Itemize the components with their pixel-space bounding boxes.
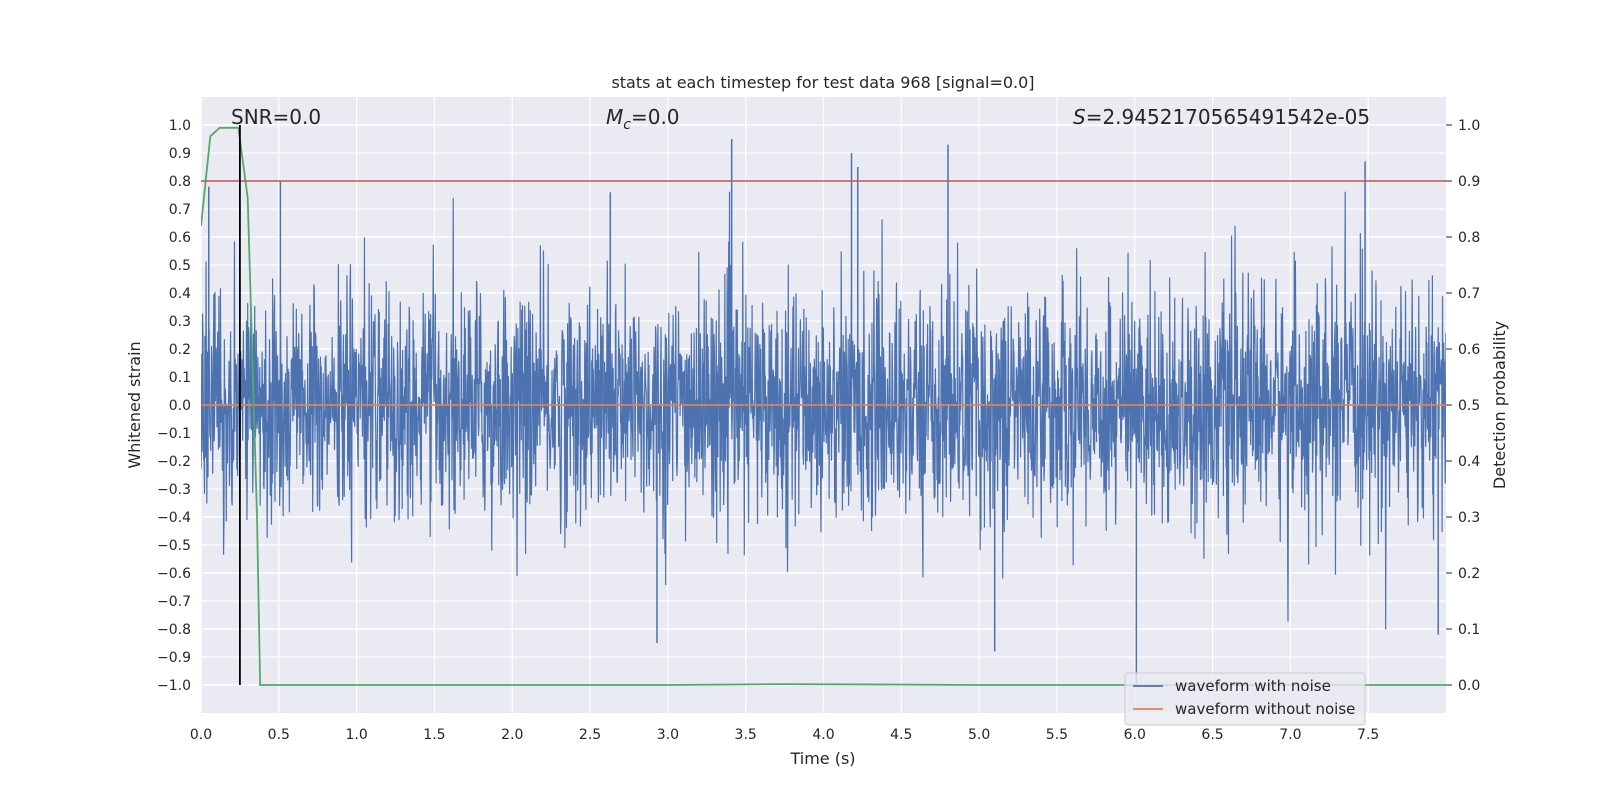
x-tick-label: 1.5: [423, 727, 445, 743]
legend-label-noise: waveform with noise: [1175, 677, 1331, 695]
y-tick-label: −0.6: [157, 566, 191, 582]
y-tick-label: −0.2: [157, 454, 191, 470]
y-tick-label: 0.1: [169, 370, 191, 386]
y-tick-label: −0.5: [157, 538, 191, 554]
x-axis-label: Time (s): [789, 749, 855, 768]
x-tick-labels: 0.0 0.5 1.0 1.5 2.0 2.5 3.0 3.5 4.0 4.5 5.0 5.5 6.0 6…: [190, 727, 1379, 743]
y-tick-label: −1.0: [157, 678, 191, 694]
x-tick-label: 2.5: [579, 727, 601, 743]
y2-tick-label: 0.5: [1458, 398, 1480, 414]
y-tick-label: 0.3: [169, 314, 191, 330]
y2-tick-label: 0.4: [1458, 454, 1480, 470]
chirp-mass-annotation: Mc=0.0: [606, 105, 680, 133]
x-tick-label: 1.0: [345, 727, 367, 743]
y-tick-label: −0.8: [157, 622, 191, 638]
chirp-mass-value: =0.0: [631, 105, 680, 129]
x-tick-label: 0.5: [268, 727, 290, 743]
y-tick-label: −0.3: [157, 482, 191, 498]
y2-axis-label: Detection probability: [1490, 321, 1509, 489]
y-tick-labels: 1.0 0.9 0.8 0.7 0.6 0.5 0.4 0.3 0.2 0.1 0.0 −0.1 −0.…: [157, 118, 191, 694]
y-tick-label: −0.7: [157, 594, 191, 610]
x-tick-label: 3.5: [735, 727, 757, 743]
x-tick-label: 3.0: [657, 727, 679, 743]
x-tick-label: 0.0: [190, 727, 212, 743]
s-annotation: S=2.9452170565491542e-05: [1073, 105, 1370, 129]
chirp-mass-subscript: c: [623, 117, 631, 133]
y2-tick-label: 0.0: [1458, 678, 1480, 694]
y2-tick-label: 1.0: [1458, 118, 1480, 134]
y2-tick-label: 0.2: [1458, 566, 1480, 582]
x-tick-label: 6.5: [1201, 727, 1223, 743]
x-tick-label: 4.0: [812, 727, 834, 743]
y2-tick-label: 0.9: [1458, 174, 1480, 190]
s-value: =2.9452170565491542e-05: [1086, 105, 1370, 129]
s-symbol: S: [1073, 105, 1086, 129]
legend-label-clean: waveform without noise: [1175, 700, 1355, 718]
y-tick-label: 0.7: [169, 202, 191, 218]
y-tick-label: 0.2: [169, 342, 191, 358]
y-tick-label: −0.4: [157, 510, 191, 526]
y2-tick-label: 0.8: [1458, 230, 1480, 246]
snr-annotation: SNR=0.0: [231, 105, 321, 129]
chart-title: stats at each timestep for test data 968…: [611, 73, 1034, 92]
y2-tick-label: 0.1: [1458, 622, 1480, 638]
x-tick-label: 5.0: [968, 727, 990, 743]
series-detection-probability: [201, 126, 1446, 686]
legend: waveform with noise waveform without noi…: [1124, 672, 1366, 726]
y-tick-label: −0.1: [157, 426, 191, 442]
x-tick-label: 2.0: [501, 727, 523, 743]
x-tick-label: 4.5: [890, 727, 912, 743]
y-tick-label: 0.6: [169, 230, 191, 246]
y-tick-label: 0.5: [169, 258, 191, 274]
chirp-mass-symbol: M: [606, 105, 623, 129]
y2-tick-label: 0.3: [1458, 510, 1480, 526]
x-tick-label: 7.0: [1279, 727, 1301, 743]
x-tick-label: 6.0: [1124, 727, 1146, 743]
y-tick-label: 0.4: [169, 286, 191, 302]
y-tick-label: −0.9: [157, 650, 191, 666]
y2-tick-label: 0.7: [1458, 286, 1480, 302]
y2-tick-label: 0.6: [1458, 342, 1480, 358]
series-waveform-with-noise: [201, 191, 1446, 630]
x-tick-label: 5.5: [1046, 727, 1068, 743]
y2-tick-labels: 1.0 0.9 0.8 0.7 0.6 0.5 0.4 0.3 0.2 0.1 0.0: [1446, 118, 1480, 694]
y-tick-label: 1.0: [169, 118, 191, 134]
y-tick-label: 0.9: [169, 146, 191, 162]
x-tick-label: 7.5: [1357, 727, 1379, 743]
y-tick-label: 0.0: [169, 398, 191, 414]
y-tick-label: 0.8: [169, 174, 191, 190]
y-axis-label: Whitened strain: [125, 341, 144, 468]
